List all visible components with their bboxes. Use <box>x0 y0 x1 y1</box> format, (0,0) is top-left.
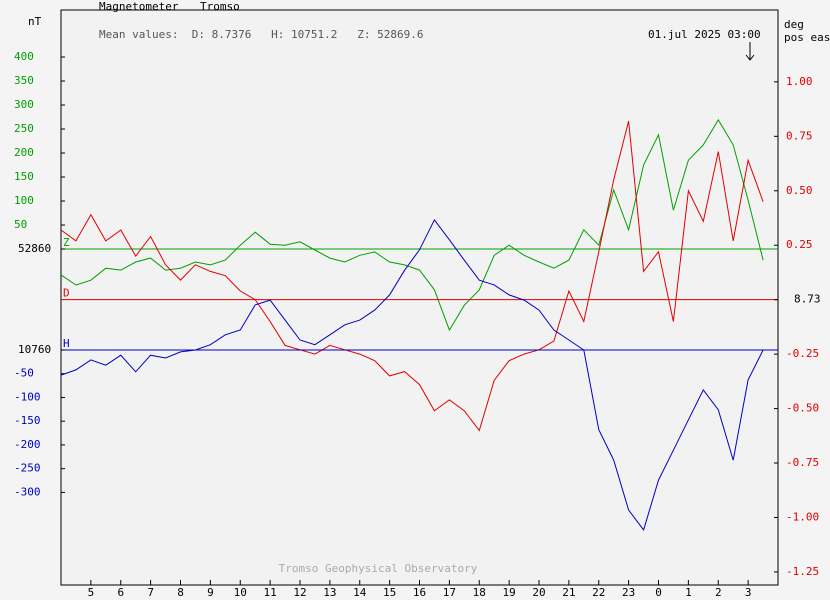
series-line <box>60 118 764 332</box>
y-tick-label: -100 <box>14 390 41 403</box>
series-line <box>60 218 764 531</box>
x-tick-label: 14 <box>353 586 367 599</box>
y-tick-label: -1.00 <box>786 510 819 523</box>
y-tick-label: -200 <box>14 438 41 451</box>
y-tick-label: -50 <box>14 367 34 380</box>
x-tick-label: 7 <box>147 586 154 599</box>
x-tick-label: 9 <box>207 586 214 599</box>
x-tick-label: 12 <box>293 586 306 599</box>
y-tick-label: 200 <box>14 146 34 159</box>
y-tick-label: -0.50 <box>786 402 819 415</box>
x-tick-label: 1 <box>685 586 692 599</box>
y-tick-label: 50 <box>14 218 27 231</box>
y-tick-label: 0.75 <box>786 129 813 142</box>
y-tick-label: 300 <box>14 98 34 111</box>
x-tick-label: 10 <box>234 586 247 599</box>
footer: Tromso Geophysical Observatory <box>279 562 478 575</box>
series-label: Z <box>63 236 70 249</box>
series-line <box>60 120 764 432</box>
y-tick-label: 100 <box>14 194 34 207</box>
x-tick-label: 20 <box>532 586 545 599</box>
x-tick-label: 6 <box>117 586 124 599</box>
x-tick-label: 18 <box>473 586 486 599</box>
y-tick-label: -150 <box>14 414 41 427</box>
x-tick-label: 17 <box>443 586 456 599</box>
x-tick-label: 23 <box>622 586 635 599</box>
arrow <box>745 42 755 61</box>
mean-values: Mean values: D: 8.7376 H: 10751.2 Z: 528… <box>99 28 424 41</box>
y-tick-label: -300 <box>14 485 41 498</box>
series-label: D <box>63 287 70 300</box>
x-tick-label: 0 <box>655 586 662 599</box>
y-tick-label: 350 <box>14 74 34 87</box>
x-tick-label: 16 <box>413 586 426 599</box>
y-tick-label: 250 <box>14 122 34 135</box>
chart-title: Magnetometer <box>99 0 179 13</box>
y-tick-label: 1.00 <box>786 75 813 88</box>
x-tick-label: 2 <box>715 586 722 599</box>
y-tick-label: 0.25 <box>786 238 813 251</box>
station: Tromso <box>200 0 240 13</box>
x-tick-label: 8 <box>177 586 184 599</box>
x-tick-label: 15 <box>383 586 396 599</box>
annotation: 01.jul 2025 03:00 <box>648 28 761 41</box>
x-tick-label: 21 <box>562 586 575 599</box>
y-tick-label: -250 <box>14 462 41 475</box>
y-tick-label: 150 <box>14 170 34 183</box>
left-unit: nT <box>28 15 42 28</box>
y-tick-label: 400 <box>14 50 34 63</box>
series-label: H <box>63 337 70 350</box>
y-tick-label: 10760 <box>18 343 51 356</box>
x-tick-label: 11 <box>264 586 277 599</box>
x-tick-label: 5 <box>88 586 95 599</box>
y-tick-label: 52860 <box>18 242 51 255</box>
x-tick-label: 22 <box>592 586 605 599</box>
y-tick-label: 8.73 <box>794 293 821 306</box>
y-tick-label: 0.50 <box>786 184 813 197</box>
y-tick-label: -0.25 <box>786 347 819 360</box>
right-unit-note: pos east <box>784 31 830 44</box>
y-tick-label: -1.25 <box>786 565 819 578</box>
x-tick-label: 3 <box>745 586 752 599</box>
x-tick-label: 19 <box>503 586 516 599</box>
x-tick-label: 13 <box>323 586 336 599</box>
y-tick-label: -0.75 <box>786 456 819 469</box>
right-unit: deg <box>784 18 804 31</box>
plot-area <box>60 9 779 586</box>
